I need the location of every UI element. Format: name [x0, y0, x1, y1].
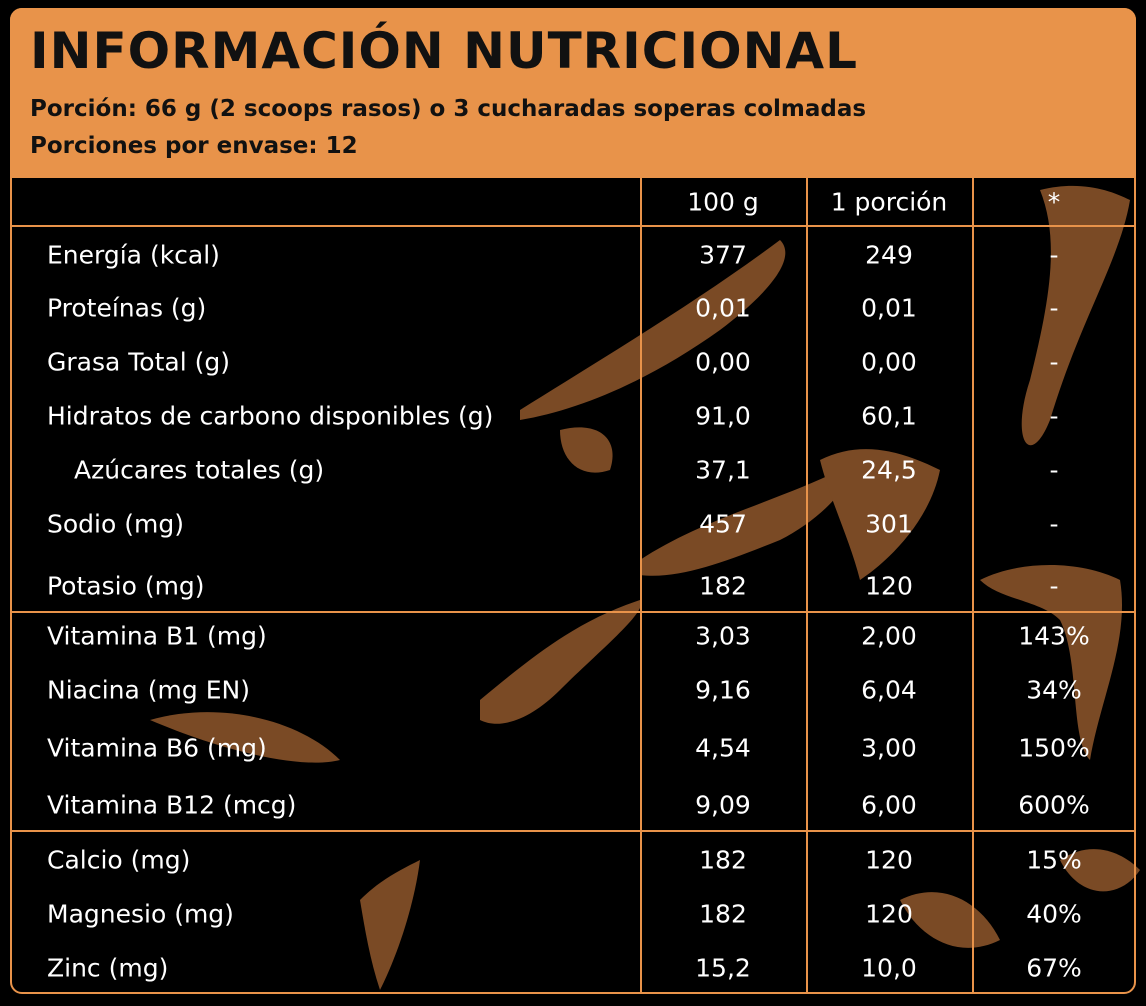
row-label: Niacina (mg EN): [47, 675, 250, 705]
subtitle: Porciones por envase: 12: [30, 133, 358, 159]
cell-value: 6,04: [861, 675, 917, 705]
row-label: Grasa Total (g): [47, 347, 230, 377]
cell-value: -: [1049, 347, 1059, 377]
cell-value: 0,01: [861, 293, 917, 323]
cell-value: 40%: [1026, 899, 1082, 929]
header-band: [10, 8, 1136, 178]
cell-value: -: [1049, 509, 1059, 539]
cell-value: 2,00: [861, 621, 917, 651]
cell-value: 457: [699, 509, 747, 539]
cell-value: 0,00: [861, 347, 917, 377]
row-label: Azúcares totales (g): [74, 455, 325, 485]
cell-value: -: [1049, 240, 1059, 270]
column-header: *: [1047, 187, 1061, 217]
cell-value: -: [1049, 571, 1059, 601]
cell-value: 600%: [1018, 790, 1090, 820]
cell-value: 10,0: [861, 953, 917, 983]
cell-value: 0,00: [695, 347, 751, 377]
row-label: Potasio (mg): [47, 571, 205, 601]
cell-value: 3,03: [695, 621, 751, 651]
cell-value: 9,16: [695, 675, 751, 705]
cell-value: -: [1049, 293, 1059, 323]
cell-value: 37,1: [695, 455, 751, 485]
frame: [10, 8, 1136, 994]
cell-value: 91,0: [695, 401, 751, 431]
cell-value: -: [1049, 401, 1059, 431]
row-label: Calcio (mg): [47, 845, 191, 875]
row-label: Energía (kcal): [47, 240, 220, 270]
cell-value: 120: [865, 899, 913, 929]
cell-value: 15,2: [695, 953, 751, 983]
subtitle: Porción: 66 g (2 scoops rasos) o 3 cucha…: [30, 96, 867, 122]
row-label: Sodio (mg): [47, 509, 184, 539]
cell-value: 24,5: [861, 455, 917, 485]
cell-value: 182: [699, 899, 747, 929]
cell-value: 120: [865, 845, 913, 875]
row-label: Proteínas (g): [47, 293, 207, 323]
row-label: Magnesio (mg): [47, 899, 234, 929]
row-label: Vitamina B6 (mg): [47, 733, 267, 763]
row-label: Zinc (mg): [47, 953, 169, 983]
cell-value: 150%: [1018, 733, 1090, 763]
column-divider: [972, 178, 974, 994]
cell-value: 143%: [1018, 621, 1090, 651]
column-divider: [640, 178, 642, 994]
row-divider: [12, 225, 1136, 227]
cell-value: 6,00: [861, 790, 917, 820]
cell-value: 182: [699, 845, 747, 875]
row-label: Vitamina B1 (mg): [47, 621, 267, 651]
cell-value: -: [1049, 455, 1059, 485]
cell-value: 301: [865, 509, 913, 539]
row-label: Hidratos de carbono disponibles (g): [47, 401, 494, 431]
cell-value: 249: [865, 240, 913, 270]
title: INFORMACIÓN NUTRICIONAL: [30, 22, 858, 80]
cell-value: 60,1: [861, 401, 917, 431]
column-header: 100 g: [687, 187, 759, 217]
cell-value: 34%: [1026, 675, 1082, 705]
row-label: Vitamina B12 (mcg): [47, 790, 297, 820]
group-divider: [12, 611, 1136, 613]
cell-value: 4,54: [695, 733, 751, 763]
group-divider: [12, 830, 1136, 832]
column-header: 1 porción: [830, 187, 948, 217]
column-divider: [806, 178, 808, 994]
cell-value: 9,09: [695, 790, 751, 820]
cell-value: 182: [699, 571, 747, 601]
cell-value: 377: [699, 240, 747, 270]
cell-value: 3,00: [861, 733, 917, 763]
cell-value: 67%: [1026, 953, 1082, 983]
cell-value: 120: [865, 571, 913, 601]
cell-value: 0,01: [695, 293, 751, 323]
cell-value: 15%: [1026, 845, 1082, 875]
